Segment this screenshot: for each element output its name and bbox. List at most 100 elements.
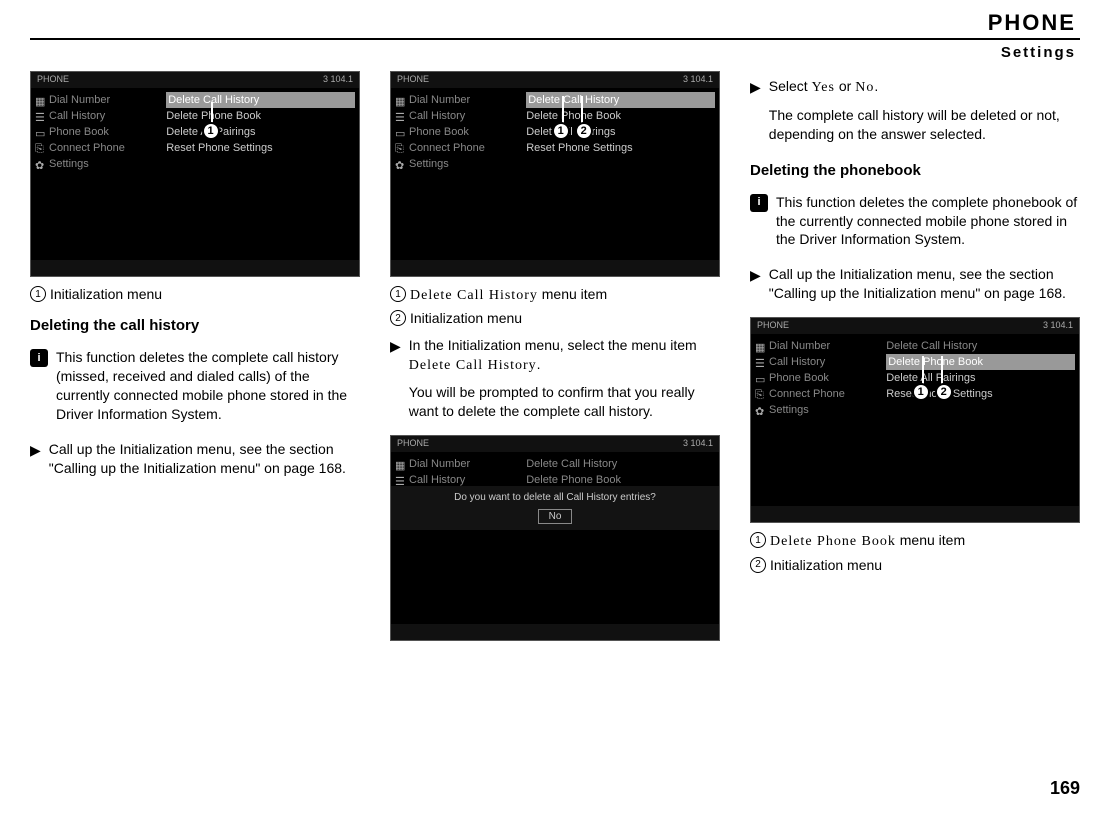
info-text-3: This function deletes the complete phone… [776,193,1080,250]
menu-history: Call History [49,110,105,122]
step-c2-1: ▶ In the Initialization menu, select the… [390,336,720,422]
caption-2-2: 2 Initialization menu [390,309,720,327]
marker-1b: 1 [552,122,570,140]
step-c1-1: ▶ Call up the Initialization menu, see t… [30,440,360,478]
step-c2-1-body: In the Initialization menu, select the m… [409,336,720,422]
history-icon: ☰ [395,475,405,485]
column-3: ▶ Select Yes or No. The complete call hi… [750,71,1080,647]
step-c3-1: ▶ Select Yes or No. The complete call hi… [750,77,1080,144]
dialog-prompt: Do you want to delete all Call History e… [399,492,711,503]
info-text-1: This function deletes the complete call … [56,348,360,424]
ss-left-menu: ▦ Dial Number ☰ Call History ▭ Phone Book ⎘… [31,88,162,260]
info-del-phonebook: i This function deletes the complete pho… [750,193,1080,250]
history-icon: ☰ [35,111,45,121]
book-icon: ▭ [755,373,765,383]
step-c2-1-p2: You will be prompted to confirm that you… [409,383,720,421]
ss-statusbar-3: PHONE 3 104.1 [391,436,719,452]
arrow-icon: ▶ [750,266,761,285]
marker-2b: 2 [575,122,593,140]
info-del-history: i This function deletes the complete cal… [30,348,360,424]
ss-right-2: Delete Call History Delete Phone Book De… [522,88,719,260]
columns: PHONE 3 104.1 ▦ Dial Number ☰ Call History… [30,71,1080,647]
marker-2c: 2 [935,383,953,401]
ss-left-4: ▦Dial Number ☰Call History ▭Phone Book ⎘… [751,334,882,506]
step-c1-1-text: Call up the Initialization menu, see the… [49,440,360,478]
step-c3-1-body: Select Yes or No. The complete call hist… [769,77,1080,144]
ss-right-3: Delete Call History Delete Phone Book [522,452,719,624]
dial-icon: ▦ [755,341,765,351]
dial-icon: ▦ [395,459,405,469]
screenshot-init-menu: PHONE 3 104.1 ▦ Dial Number ☰ Call History… [30,71,360,277]
caption-2-1: 1 Delete Call History menu item [390,285,720,305]
screenshot-del-phonebook: PHONE 3 104.1 ▦Dial Number ☰Call History… [750,317,1080,523]
ss-right-4: Delete Call History Delete Phone Book De… [882,334,1079,506]
ss-bottombar-2 [391,260,719,276]
screenshot-del-history-item: PHONE 3 104.1 ▦Dial Number ☰Call History… [390,71,720,277]
caption-2-1-text: Delete Call History menu item [410,285,607,305]
ss-bottombar [31,260,359,276]
caption-2-2-text: Initialization menu [410,309,522,327]
header-title: PHONE [30,10,1080,36]
gear-icon: ✿ [755,405,765,415]
menu-phonebook: Phone Book [49,126,109,138]
right-del-history: Delete Call History [168,94,259,106]
book-icon: ▭ [395,127,405,137]
menu-dial: Dial Number [49,94,110,106]
caption-3-2: 2 Initialization menu [750,556,1080,574]
history-icon: ☰ [395,111,405,121]
circ-2b: 2 [390,310,406,326]
book-icon: ▭ [35,127,45,137]
caption-3-2-text: Initialization menu [770,556,882,574]
marker-1: 1 [202,122,220,140]
marker-1c: 1 [912,383,930,401]
dial-icon: ▦ [395,95,405,105]
gear-icon: ✿ [35,159,45,169]
ss-statusbar-4: PHONE 3 104.1 [751,318,1079,334]
menu-settings: Settings [49,158,89,170]
ss-bottombar-4 [751,506,1079,522]
ss-statusbar-2: PHONE 3 104.1 [391,72,719,88]
step-c3-2-text: Call up the Initialization menu, see the… [769,265,1080,303]
caption-1-1: 1 Initialization menu [30,285,360,303]
gear-icon: ✿ [395,159,405,169]
right-reset: Reset Phone Settings [166,142,272,154]
screenshot-confirm-dialog: PHONE 3 104.1 ▦Dial Number ☰Call History… [390,435,720,641]
circ-2c: 2 [750,557,766,573]
dialog: Do you want to delete all Call History e… [391,486,719,530]
caption-3-1-text: Delete Phone Book menu item [770,531,965,551]
ss-left-2: ▦Dial Number ☰Call History ▭Phone Book ⎘… [391,88,522,260]
connect-icon: ⎘ [35,143,45,153]
arrow-icon: ▶ [30,441,41,460]
arrow-icon: ▶ [750,78,761,97]
connect-icon: ⎘ [395,143,405,153]
ss-title-2: PHONE [397,74,429,86]
step-c3-2: ▶ Call up the Initialization menu, see t… [750,265,1080,303]
heading-del-phonebook: Deleting the phonebook [750,162,1080,179]
history-icon: ☰ [755,357,765,367]
ss-freq-2: 3 104.1 [683,74,713,86]
arrow-icon: ▶ [390,337,401,356]
header-subtitle: Settings [30,44,1080,61]
ss-right-menu: Delete Call History Delete Phone Book De… [162,88,359,260]
right-del-phonebook: Delete Phone Book [166,110,261,122]
info-icon: i [750,194,768,212]
connect-icon: ⎘ [755,389,765,399]
circ-1b: 1 [390,286,406,302]
heading-del-history: Deleting the call history [30,317,360,334]
ss-title: PHONE [37,74,69,86]
caption-1-1-text: Initialization menu [50,285,162,303]
step-c3-1-p2: The complete call history will be delete… [769,106,1080,144]
dial-icon: ▦ [35,95,45,105]
ss-statusbar: PHONE 3 104.1 [31,72,359,88]
page-number: 169 [1050,778,1080,799]
column-1: PHONE 3 104.1 ▦ Dial Number ☰ Call History… [30,71,360,647]
circ-1c: 1 [750,532,766,548]
menu-connect: Connect Phone [49,142,125,154]
info-icon: i [30,349,48,367]
column-2: PHONE 3 104.1 ▦Dial Number ☰Call History… [390,71,720,647]
header-rule [30,38,1080,40]
ss-freq: 3 104.1 [323,74,353,86]
ss-bottombar-3 [391,624,719,640]
dialog-no-button[interactable]: No [538,509,573,524]
circ-1: 1 [30,286,46,302]
